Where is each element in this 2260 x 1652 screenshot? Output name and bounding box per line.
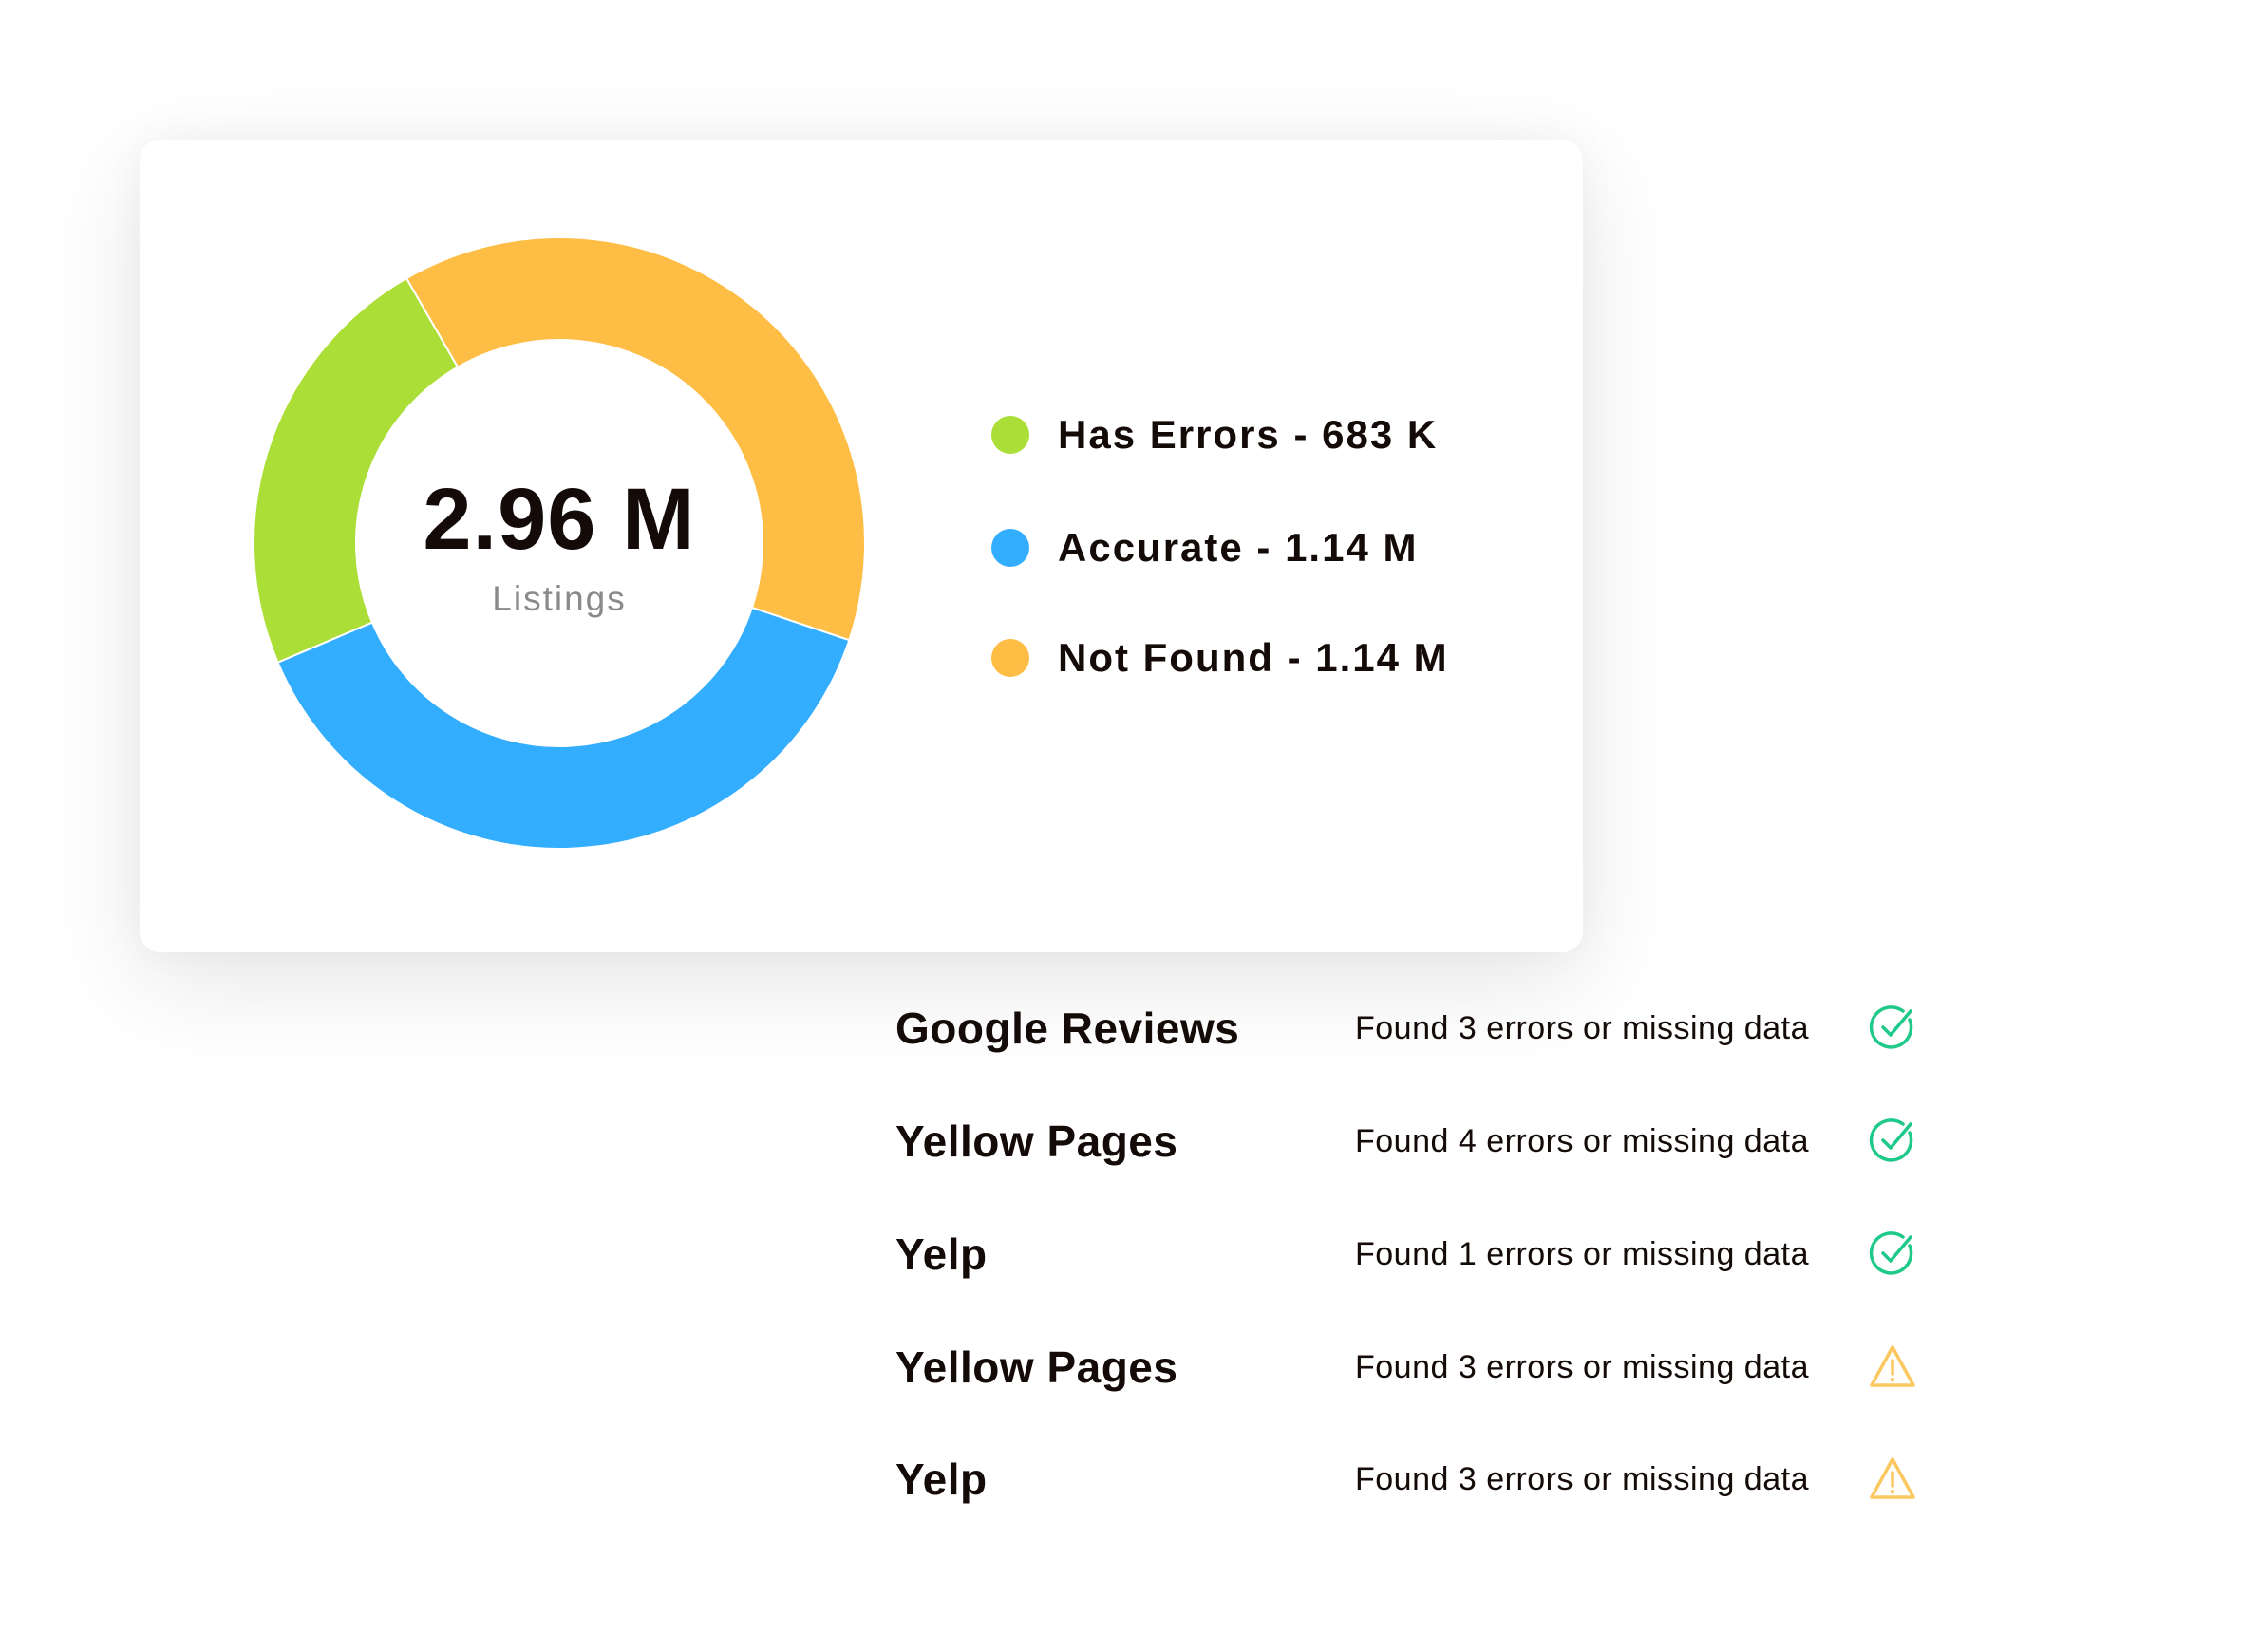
legend-item-accurate: Accurate - 1.14 M [991,524,1418,572]
source-status-text: Found 3 errors or missing data [1355,1460,1809,1497]
list-item: Google Reviews Found 3 errors or missing … [895,1000,1940,1057]
legend-label: Has Errors - 683 K [1058,412,1439,457]
check-circle-icon [1868,1230,1917,1279]
legend-item-has-errors: Has Errors - 683 K [991,411,1438,459]
source-name: Yellow Pages [895,1342,1178,1392]
check-circle-icon [1868,1004,1917,1053]
source-status-text: Found 3 errors or missing data [1355,1348,1809,1385]
source-name: Yelp [895,1455,988,1504]
source-name: Yelp [895,1230,988,1279]
check-circle-icon [1868,1117,1917,1166]
legend-label: Not Found - 1.14 M [1058,635,1449,680]
total-caption: Listings [492,579,627,618]
donut-slice-not-found [405,236,866,642]
donut-slice-accurate [276,606,851,850]
source-status-text: Found 1 errors or missing data [1355,1235,1809,1272]
list-item: Yellow Pages Found 4 errors or missing da… [895,1113,1940,1170]
total-value: 2.96 M [423,471,696,568]
legend-dot [991,639,1029,677]
source-name: Google Reviews [895,1004,1240,1053]
legend-label: Accurate - 1.14 M [1058,525,1419,570]
legend-dot [991,416,1029,454]
warning-icon [1868,1455,1917,1504]
list-item: Yellow Pages Found 3 errors or missing da… [895,1339,1940,1396]
list-item: Yelp Found 3 errors or missing data [895,1451,1940,1508]
source-name: Yellow Pages [895,1117,1178,1166]
legend-item-not-found: Not Found - 1.14 M [991,634,1449,682]
legend-dot [991,529,1029,567]
donut-slice-has-errors [253,276,460,665]
source-status-text: Found 3 errors or missing data [1355,1009,1809,1046]
source-status-text: Found 4 errors or missing data [1355,1122,1809,1159]
warning-icon [1868,1342,1917,1392]
list-item: Yelp Found 1 errors or missing data [895,1226,1940,1283]
